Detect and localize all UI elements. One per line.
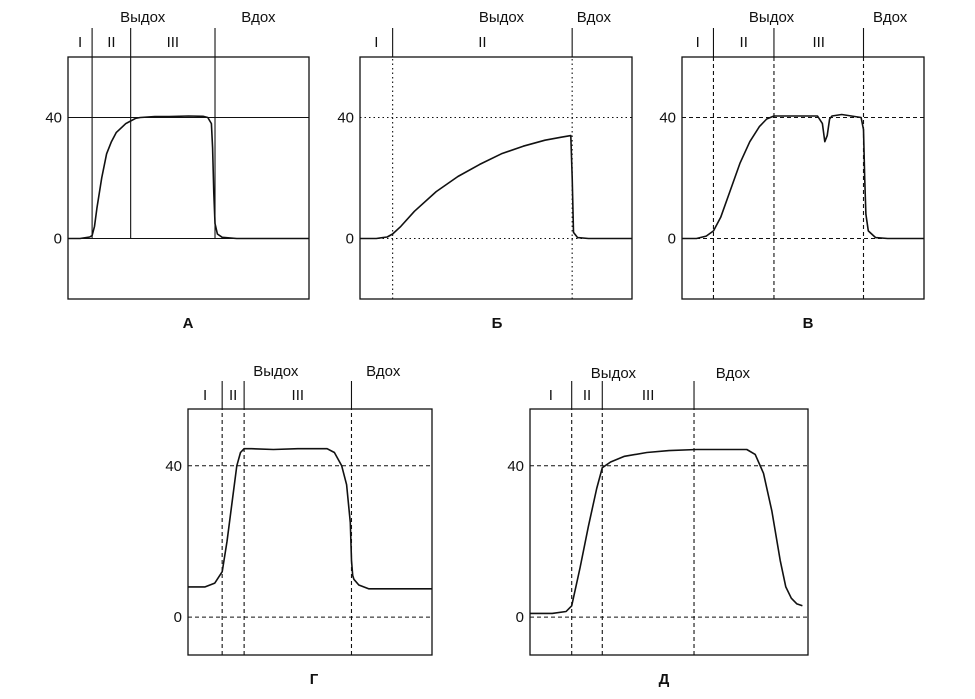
y-tick-label: 0 <box>346 231 354 248</box>
phase-label: III <box>812 34 825 51</box>
y-tick-label: 0 <box>516 609 524 626</box>
panel-caption: Б <box>492 315 503 332</box>
series-line <box>360 134 632 240</box>
plot-frame <box>529 408 809 656</box>
top-label: Вдох <box>366 363 401 380</box>
top-label: Выдох <box>591 365 637 382</box>
phase-label: II <box>583 387 591 404</box>
y-tick-label: 0 <box>174 609 182 626</box>
series-line <box>68 115 309 240</box>
top-label: Выдох <box>749 9 795 26</box>
top-label: Вдох <box>577 9 612 26</box>
plot-frame <box>67 56 310 300</box>
top-label: Выдох <box>120 9 166 26</box>
panel-caption: В <box>803 315 814 332</box>
phase-label: III <box>292 387 305 404</box>
phase-label: I <box>549 387 553 404</box>
phase-label: III <box>642 387 655 404</box>
y-tick-label: 40 <box>507 458 524 475</box>
plot-frame <box>681 56 925 300</box>
top-label: Выдох <box>253 363 299 380</box>
y-tick-label: 0 <box>668 231 676 248</box>
panel-caption: А <box>183 315 194 332</box>
phase-label: I <box>78 34 82 51</box>
phase-label: I <box>374 34 378 51</box>
y-tick-label: 40 <box>337 110 354 127</box>
top-label: Вдох <box>716 365 751 382</box>
y-tick-label: 40 <box>659 110 676 127</box>
top-label: Вдох <box>241 9 276 26</box>
phase-label: I <box>203 387 207 404</box>
top-label: Вдох <box>873 9 908 26</box>
phase-label: II <box>229 387 237 404</box>
panel-caption: Д <box>659 671 670 688</box>
panel-caption: Г <box>310 671 319 688</box>
phase-label: II <box>107 34 115 51</box>
top-label: Выдох <box>479 9 525 26</box>
y-tick-label: 40 <box>45 110 62 127</box>
phase-label: I <box>696 34 700 51</box>
phase-label: III <box>167 34 180 51</box>
plot-frame <box>359 56 633 300</box>
series-line <box>188 447 432 590</box>
series-line <box>682 113 924 240</box>
plot-frame <box>187 408 433 656</box>
phase-label: II <box>740 34 748 51</box>
phase-label: II <box>478 34 486 51</box>
series-line <box>530 448 803 615</box>
y-tick-label: 0 <box>54 231 62 248</box>
y-tick-label: 40 <box>165 458 182 475</box>
